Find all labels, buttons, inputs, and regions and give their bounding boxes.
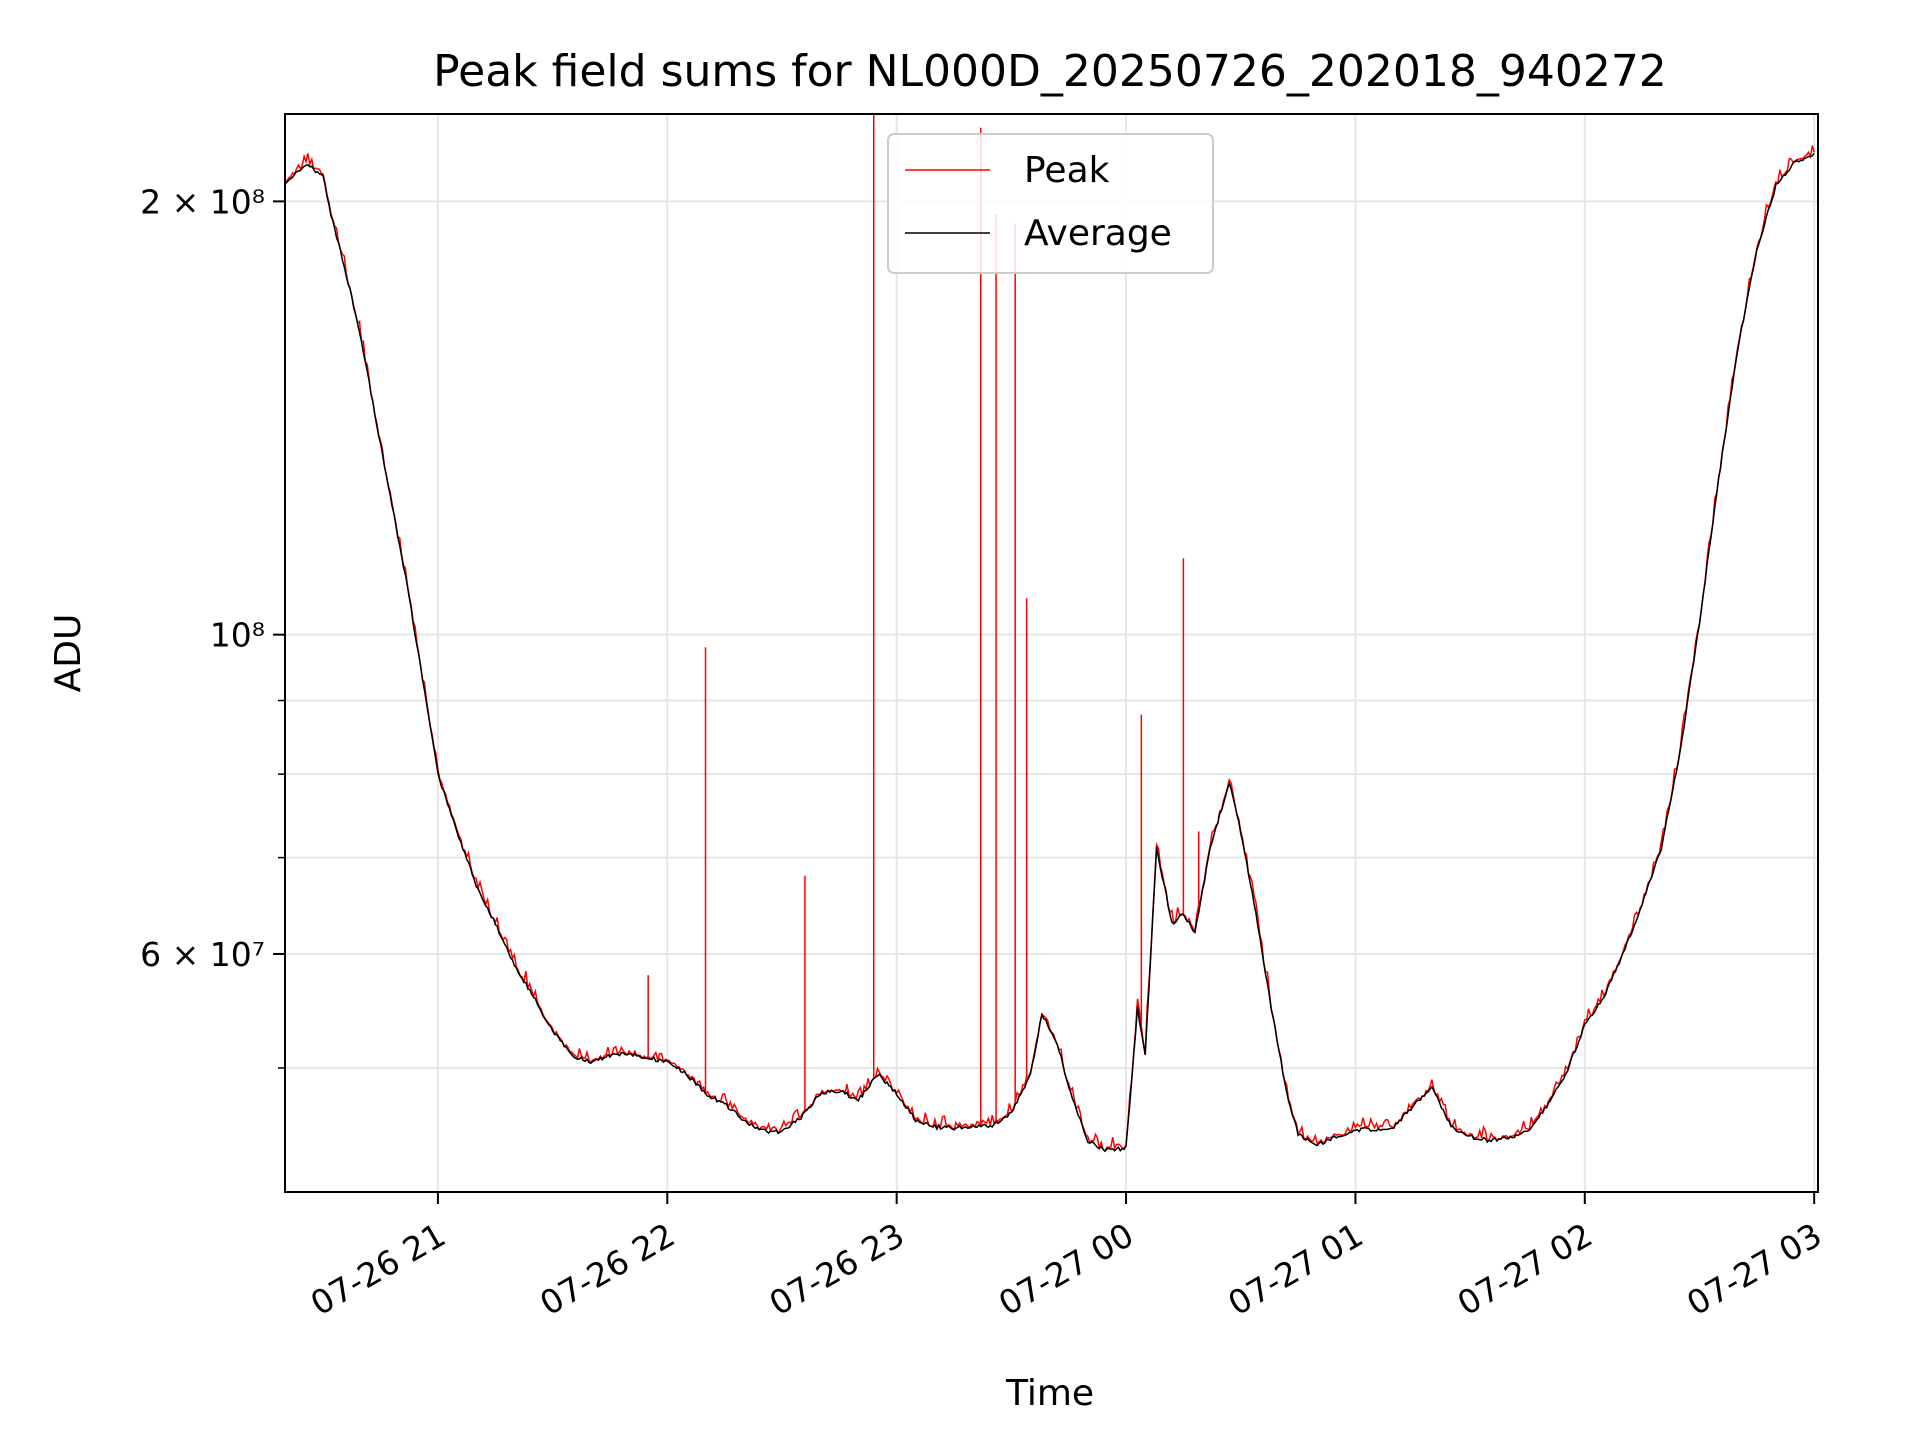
- y-tick-label: 10⁸: [210, 616, 265, 655]
- plot-frame: [284, 113, 1819, 1193]
- chart-title: Peak field sums for NL000D_20250726_2020…: [433, 46, 1667, 97]
- y-tick-label: 2 × 10⁸: [140, 182, 265, 221]
- legend-box: [887, 133, 1214, 274]
- x-axis-label: Time: [1005, 1373, 1094, 1414]
- legend-label-average: Average: [1024, 213, 1172, 254]
- average-series-line: [285, 152, 1815, 1153]
- legend: Peak Average: [887, 133, 1214, 274]
- y-axis: 6 × 10⁷ 10⁸ 2 × 10⁸: [140, 182, 285, 1069]
- y-tick-label: 6 × 10⁷: [140, 935, 265, 974]
- legend-label-peak: Peak: [1024, 150, 1110, 191]
- series-layer: [285, 114, 1815, 1153]
- y-axis-label: ADU: [48, 614, 89, 693]
